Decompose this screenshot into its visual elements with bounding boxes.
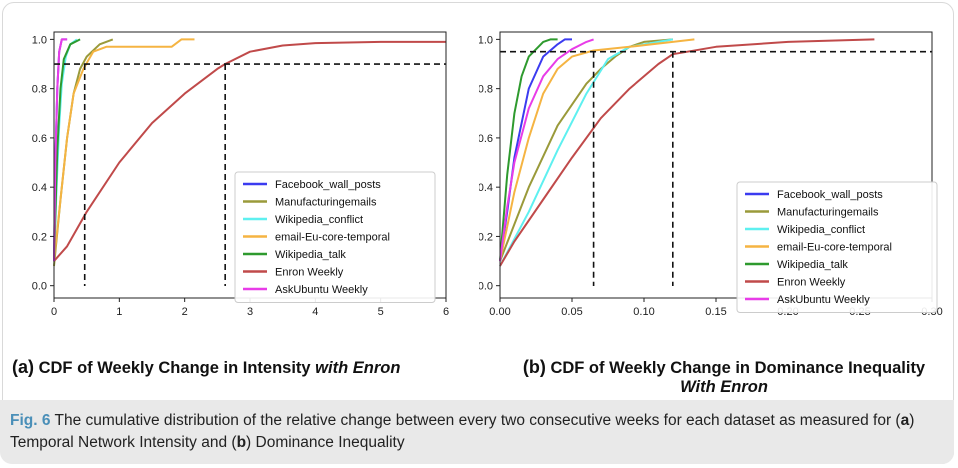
legend-label-b-6: AskUbuntu Weekly <box>777 294 870 306</box>
series-line-a-4 <box>53 38 81 262</box>
x-tick-label-a-0: 0 <box>51 306 57 318</box>
legend-label-b-5: Enron Weekly <box>777 277 846 289</box>
x-tick-label-b-2: 0.10 <box>633 306 654 318</box>
series-line-b-6 <box>499 38 594 262</box>
y-tick-label-a-1: 0.2 <box>32 231 47 243</box>
legend-label-a-1: Manufacturingemails <box>275 197 377 209</box>
series-group-b <box>499 38 875 267</box>
y-tick-label-b-1: 0.2 <box>479 231 493 243</box>
y-ticks-b: 0.0 0.2 0.4 0.6 0.8 1.0 <box>479 34 500 293</box>
legend-box-b <box>736 181 938 313</box>
x-tick-label-b-3: 0.15 <box>705 306 726 318</box>
y-tick-label-b-3: 0.6 <box>479 133 493 145</box>
legend-a: Facebook_wall_posts Manufacturingemails Wi… <box>234 171 436 303</box>
legend-label-a-4: Wikipedia_talk <box>275 249 346 261</box>
subcaption-b-emph: With Enron <box>680 378 768 396</box>
subcaption-a-tag: (a) <box>12 357 34 377</box>
y-tick-label-b-4: 0.8 <box>479 84 493 96</box>
subcaption-a-emph: with Enron <box>315 359 401 377</box>
x-tick-label-b-0: 0.00 <box>489 306 510 318</box>
chart-dominance-inequality: 0.000.050.100.150.200.250.300.00.20.40.6… <box>479 31 943 318</box>
x-tick-label-b-1: 0.05 <box>561 306 582 318</box>
legend-label-b-1: Manufacturingemails <box>777 207 879 219</box>
x-tick-label-a-5: 5 <box>378 306 384 318</box>
x-tick-label-a-1: 1 <box>116 306 122 318</box>
legend-label-a-0: Facebook_wall_posts <box>275 179 381 191</box>
legend-label-a-5: Enron Weekly <box>275 267 344 279</box>
series-line-a-5 <box>53 40 446 262</box>
y-tick-label-b-2: 0.4 <box>479 182 493 194</box>
x-tick-label-a-4: 4 <box>312 306 318 318</box>
y-tick-label-a-2: 0.4 <box>32 182 47 194</box>
y-tick-label-a-0: 0.0 <box>32 281 47 293</box>
legend-label-a-6: AskUbuntu Weekly <box>275 284 368 296</box>
legend-b: Facebook_wall_posts Manufacturingemails Wi… <box>736 181 938 313</box>
series-line-b-4 <box>499 38 558 262</box>
legend-label-b-4: Wikipedia_talk <box>777 259 848 271</box>
y-tick-label-a-4: 0.8 <box>32 84 47 96</box>
legend-box-a <box>234 171 436 303</box>
legend-label-a-2: Wikipedia_conflict <box>275 214 363 226</box>
caption-part-2: ) Temporal Network Intensity and ( <box>10 412 915 451</box>
x-tick-label-a-2: 2 <box>182 306 188 318</box>
y-tick-label-a-3: 0.6 <box>32 133 47 145</box>
caption-ref-b: b <box>236 434 247 451</box>
series-line-b-2 <box>499 38 673 267</box>
legend-label-b-0: Facebook_wall_posts <box>777 189 883 201</box>
caption-part-3: ) Dominance Inequality <box>246 434 405 451</box>
figure-caption-text: Fig. 6 The cumulative distribution of th… <box>10 410 940 454</box>
chart-intensity: 0 1 2 3 4 5 6 0.0 0.2 0.4 0.6 0.8 1.0 Facebook_wall_p… <box>32 31 449 318</box>
caption-ref-a: a <box>900 412 910 429</box>
x-tick-label-a-3: 3 <box>247 306 253 318</box>
x-tick-label-a-6: 6 <box>443 306 449 318</box>
y-tick-label-b-5: 1.0 <box>479 34 493 46</box>
figure-caption: Fig. 6 The cumulative distribution of th… <box>0 400 954 464</box>
series-line-a-6 <box>53 38 68 262</box>
y-tick-label-a-5: 1.0 <box>32 34 47 46</box>
y-ticks-a: 0.0 0.2 0.4 0.6 0.8 1.0 <box>32 34 54 293</box>
x-ticks-a: 0 1 2 3 4 5 6 <box>51 298 449 318</box>
legend-label-b-3: email-Eu-core-temporal <box>777 242 892 254</box>
legend-label-b-2: Wikipedia_conflict <box>777 224 865 236</box>
series-line-a-3 <box>53 38 195 262</box>
series-group-a <box>53 38 446 267</box>
figure-label: Fig. 6 <box>10 412 51 429</box>
series-line-b-3 <box>499 38 695 262</box>
y-tick-label-b-0: 0.0 <box>479 281 493 293</box>
subcaption-b-tag: (b) <box>522 357 546 377</box>
subcaption-a: (a) CDF of Weekly Change in Intensity wi… <box>12 358 400 378</box>
subcaption-b: (b) CDF of Weekly Change in Dominance In… <box>494 358 954 397</box>
series-line-b-5 <box>499 38 875 267</box>
legend-label-a-3: email-Eu-core-temporal <box>275 232 390 244</box>
subcaption-b-text: CDF of Weekly Change in Dominance Inequa… <box>550 359 926 377</box>
subcaption-a-text: CDF of Weekly Change in Intensity <box>38 359 316 377</box>
caption-part-1: The cumulative distribution of the relat… <box>50 412 901 429</box>
